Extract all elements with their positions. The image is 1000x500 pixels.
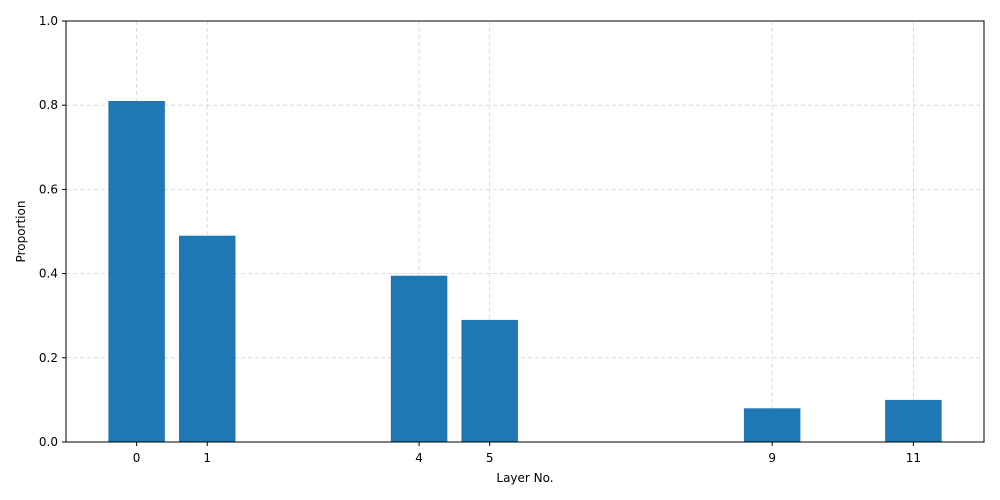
x-axis-label: Layer No. [496, 471, 553, 485]
y-axis-label: Proportion [14, 201, 28, 263]
y-tick-label: 0.4 [39, 267, 58, 281]
x-tick-label: 11 [906, 451, 921, 465]
plot-frame [65, 20, 985, 443]
ticks: 0 1 4 5 9 11 0.0 0.2 0.4 0.6 0.8 1.0 [39, 14, 921, 465]
y-tick-label: 0.0 [39, 435, 58, 449]
bar-layer-11 [885, 399, 942, 442]
x-tick-label: 1 [203, 451, 211, 465]
x-tick-label: 9 [768, 451, 776, 465]
bar-layer-4 [390, 275, 448, 442]
bar-layer-0 [108, 100, 165, 443]
bar-layer-9 [743, 408, 801, 442]
x-tick-label: 0 [133, 451, 141, 465]
y-tick-label: 0.6 [39, 182, 58, 196]
y-tick-label: 0.2 [39, 351, 58, 365]
bars [108, 100, 942, 443]
y-tick-label: 1.0 [39, 14, 58, 28]
bar-layer-5 [461, 319, 518, 442]
x-tick-label: 4 [415, 451, 423, 465]
x-tick-label: 5 [486, 451, 494, 465]
y-tick-label: 0.8 [39, 98, 58, 112]
bar-layer-1 [178, 235, 236, 442]
